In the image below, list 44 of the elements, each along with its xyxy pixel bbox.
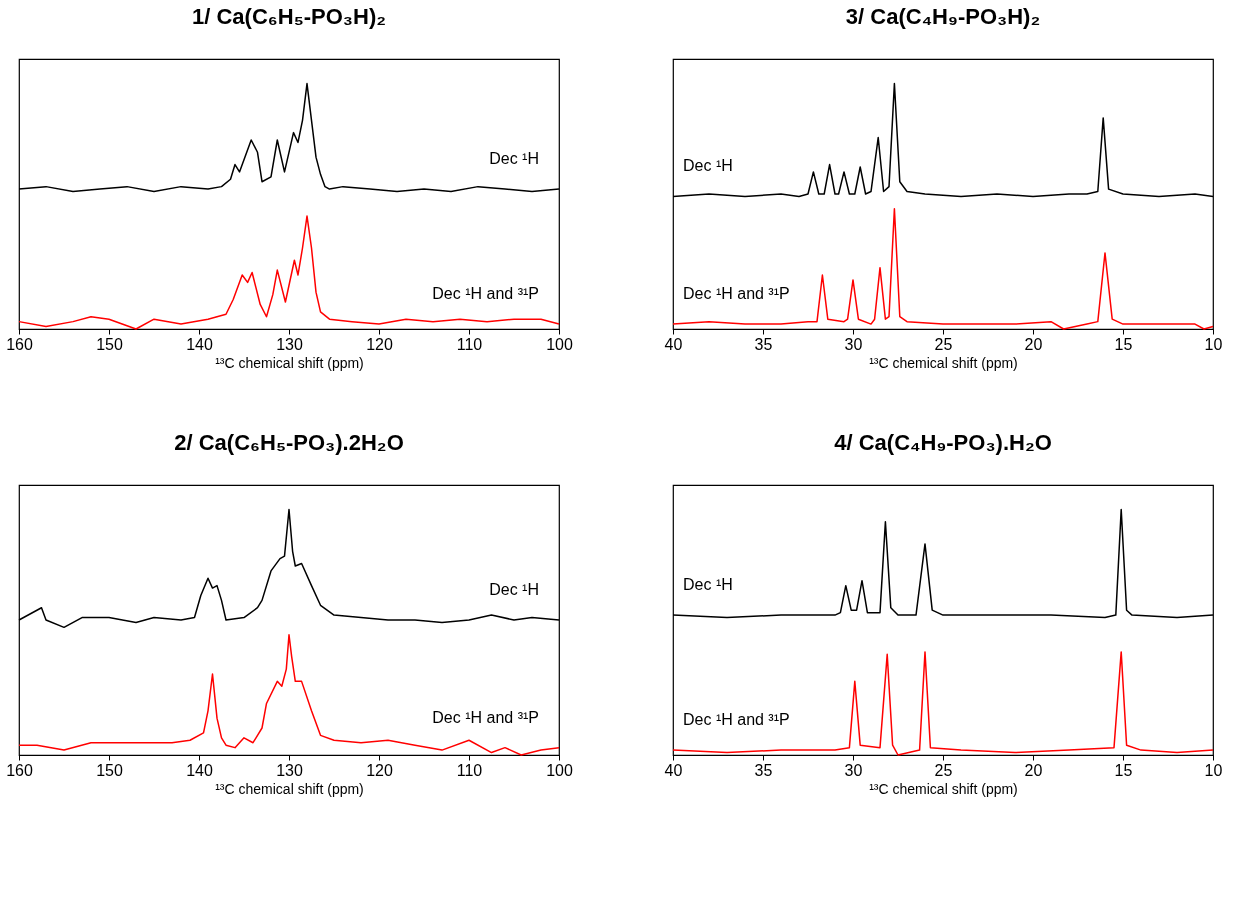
x-axis-title: ¹³C chemical shift (ppm) <box>215 780 364 797</box>
x-tick-label: 25 <box>934 335 953 353</box>
x-tick-label: 160 <box>6 761 33 779</box>
x-tick-label: 10 <box>1204 335 1223 353</box>
x-tick-label: 40 <box>664 761 683 779</box>
x-tick-label: 130 <box>276 335 303 353</box>
x-tick-label: 160 <box>6 335 33 353</box>
series-label: Dec ¹H and ³¹P <box>432 708 539 726</box>
x-tick-label: 150 <box>96 335 123 353</box>
series-label: Dec ¹H <box>683 576 733 594</box>
x-tick-label: 140 <box>186 761 213 779</box>
series-label: Dec ¹H <box>683 157 733 175</box>
series-label: Dec ¹H and ³¹P <box>683 711 790 729</box>
chart-title: 1/ Ca(C₆H₅-PO₃H)₂ <box>191 4 387 29</box>
x-tick-label: 100 <box>546 335 573 353</box>
x-tick-label: 110 <box>456 761 483 779</box>
x-tick-label: 120 <box>366 761 393 779</box>
x-tick-label: 15 <box>1114 761 1133 779</box>
x-tick-label: 30 <box>844 335 863 353</box>
chart-title: 3/ Ca(C₄H₉-PO₃H)₂ <box>845 4 1041 29</box>
x-tick-label: 130 <box>276 761 303 779</box>
x-tick-label: 15 <box>1114 335 1133 353</box>
x-tick-label: 10 <box>1204 761 1223 779</box>
chart-title: 2/ Ca(C₆H₅-PO₃).2H₂O <box>174 430 404 455</box>
x-axis-title: ¹³C chemical shift (ppm) <box>215 354 364 371</box>
series-label: Dec ¹H <box>489 581 539 598</box>
x-tick-label: 150 <box>96 761 123 779</box>
x-tick-label: 35 <box>754 761 773 779</box>
x-tick-label: 110 <box>456 335 483 353</box>
x-tick-label: 35 <box>754 335 773 353</box>
x-tick-label: 40 <box>664 335 683 353</box>
x-axis-title: ¹³C chemical shift (ppm) <box>869 780 1018 797</box>
x-axis-title: ¹³C chemical shift (ppm) <box>869 354 1018 371</box>
x-tick-label: 20 <box>1024 335 1043 353</box>
x-tick-label: 140 <box>186 335 213 353</box>
series-label: Dec ¹H and ³¹P <box>683 285 790 303</box>
x-tick-label: 120 <box>366 335 393 353</box>
x-tick-label: 25 <box>934 761 953 779</box>
x-tick-label: 20 <box>1024 761 1043 779</box>
chart-title: 4/ Ca(C₄H₉-PO₃).H₂O <box>834 430 1052 455</box>
x-tick-label: 100 <box>546 761 573 779</box>
series-label: Dec ¹H <box>489 150 539 168</box>
series-label: Dec ¹H and ³¹P <box>432 285 539 303</box>
x-tick-label: 30 <box>844 761 863 779</box>
